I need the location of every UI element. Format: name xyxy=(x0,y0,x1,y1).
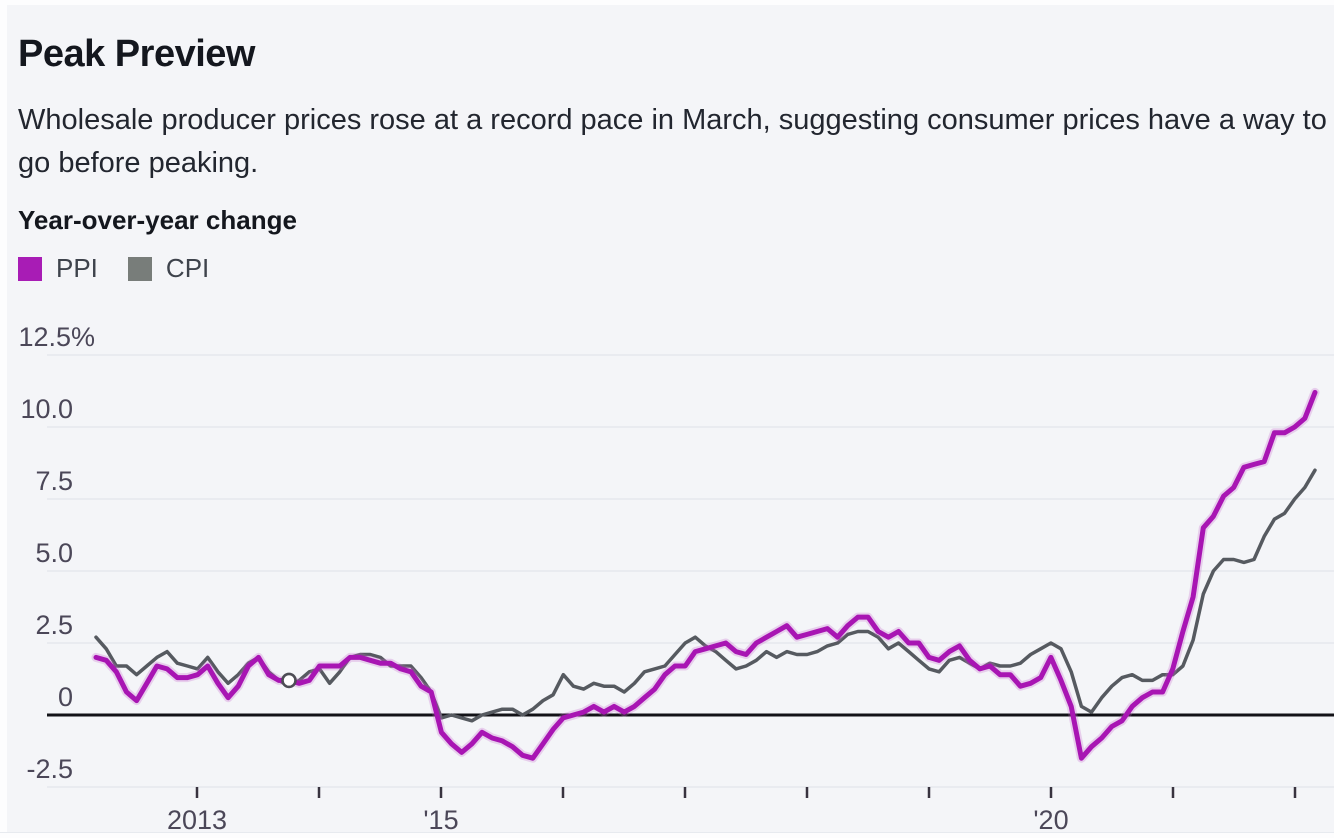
y-axis-label: 5.0 xyxy=(35,538,73,568)
page-margin-left xyxy=(0,0,7,838)
legend: PPI CPI xyxy=(18,253,239,284)
chart-title: Peak Preview xyxy=(18,33,255,76)
x-axis-label: '20 xyxy=(1033,805,1068,835)
x-axis-label: 2013 xyxy=(167,805,227,835)
axis-title: Year-over-year change xyxy=(18,204,297,235)
y-axis-label: -2.5 xyxy=(26,754,73,784)
chart-subtitle: Wholesale producer prices rose at a reco… xyxy=(18,104,1327,179)
line-chart: 12.5% 10.0 7.5 5.0 2.5 0 -2.5 2013 '15 '20 xyxy=(18,322,1334,835)
y-axis-label: 12.5% xyxy=(18,322,95,352)
legend-item-cpi: CPI xyxy=(127,253,210,284)
y-axis-label: 2.5 xyxy=(35,610,73,640)
x-axis-label: '15 xyxy=(423,805,458,835)
legend-item-ppi: PPI xyxy=(18,253,98,284)
y-axis-label: 7.5 xyxy=(35,466,73,496)
ppi-swatch-icon xyxy=(18,256,42,281)
data-gap-marker xyxy=(281,672,297,689)
page-margin-top xyxy=(0,0,1334,5)
y-axis-label: 10.0 xyxy=(20,394,73,424)
y-axis-label: 0 xyxy=(58,682,73,712)
legend-label-cpi: CPI xyxy=(165,253,210,283)
ppi-line xyxy=(93,389,1318,761)
legend-label-ppi: PPI xyxy=(56,253,98,283)
cpi-swatch-icon xyxy=(127,256,152,281)
cpi-line xyxy=(94,468,1317,723)
page-margin-bottom xyxy=(0,832,1334,838)
